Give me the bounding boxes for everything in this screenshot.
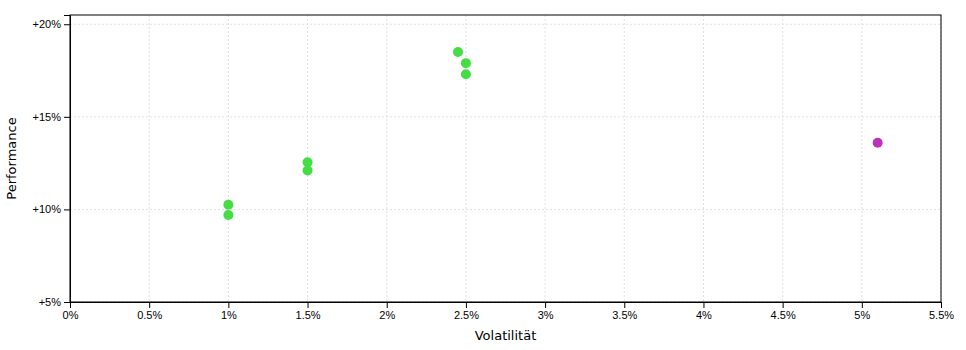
x-axis-tick-label: 4.5% [771, 309, 796, 321]
point [223, 200, 233, 210]
x-axis-tick-mark [703, 302, 704, 308]
x-axis-tick: 4.5% [771, 302, 796, 321]
y-axis-tick: +10% [33, 203, 70, 215]
x-axis-tick-label: 3% [538, 309, 554, 321]
y-axis-tick-mark [64, 209, 70, 210]
x-axis-tick: 0.5% [137, 302, 162, 321]
grid-line-x [386, 15, 387, 302]
x-axis-line [71, 303, 942, 309]
x-axis-tick: 3% [538, 302, 554, 321]
x-axis-tick: 1.5% [296, 302, 321, 321]
y-axis-tick-label: +5% [39, 296, 62, 308]
x-axis-tick-label: 2% [379, 309, 395, 321]
grid-line-x [624, 15, 625, 302]
series [873, 138, 883, 148]
y-axis-tick-label: +20% [33, 18, 62, 30]
point [223, 210, 233, 220]
x-axis-tick: 5.5% [929, 302, 954, 321]
plot-area: 0%0.5%1%1.5%2%2.5%3%3.5%4%4.5%5%5.5%+5%+… [33, 15, 955, 321]
x-axis-tick-mark [624, 302, 625, 308]
x-axis-tick-mark [387, 302, 388, 308]
x-axis-tick-label: 1.5% [296, 309, 321, 321]
point [461, 58, 471, 68]
y-axis-tick-mark [64, 302, 70, 303]
y-axis-title: Performance [4, 117, 19, 199]
y-axis-line [64, 16, 71, 303]
x-axis-tick: 5% [854, 302, 870, 321]
marks [223, 47, 882, 220]
x-axis-tick-label: 1% [221, 309, 237, 321]
x-axis-tick-label: 4% [696, 309, 712, 321]
x-axis: 0% 0.5% 1% 1.5% 2% 2.5% 3% 3.5% 4% 4.5% 5% 5.5% [63, 302, 955, 321]
y-axis: +5% +10% +15% +20% [33, 16, 71, 309]
grid-line-x [703, 15, 704, 302]
point [461, 69, 471, 79]
x-axis-tick-label: 5.5% [929, 309, 954, 321]
x-axis-tick-label: 2.5% [454, 309, 479, 321]
x-axis-title: Volatilität [475, 328, 537, 343]
x-axis-tick-mark [228, 302, 229, 308]
grid-line-y [70, 116, 941, 117]
grid-line-x [782, 15, 783, 302]
y-axis-tick: +20% [33, 18, 70, 30]
x-axis-tick-mark [308, 302, 309, 308]
series [223, 47, 471, 220]
y-axis-tick-label: +15% [33, 111, 62, 123]
x-axis-tick-label: 0% [63, 309, 79, 321]
point [873, 138, 883, 148]
y-axis-tick-mark [64, 24, 70, 25]
y-axis-tick: +15% [33, 111, 70, 123]
x-axis-tick-mark [862, 302, 863, 308]
plot-frame [70, 15, 941, 302]
x-axis-tick: 3.5% [612, 302, 637, 321]
x-axis-tick: 0% [63, 302, 79, 321]
x-axis-tick: 2.5% [454, 302, 479, 321]
y-axis-tick-mark [64, 117, 70, 118]
grid-line-x [545, 15, 546, 302]
y-axis-tick-label: +10% [33, 203, 62, 215]
x-axis-tick: 1% [221, 302, 237, 321]
grid-line-x [465, 15, 466, 302]
x-axis-tick: 2% [379, 302, 395, 321]
y-axis-tick: +5% [39, 296, 70, 308]
x-axis-tick-mark [545, 302, 546, 308]
grid-line-x [149, 15, 150, 302]
grid-line-x [228, 15, 229, 302]
chart: 0%0.5%1%1.5%2%2.5%3%3.5%4%4.5%5%5.5%+5%+… [0, 0, 966, 350]
x-axis-tick-mark [466, 302, 467, 308]
grid-line-y [70, 209, 941, 210]
x-axis-tick-label: 5% [854, 309, 870, 321]
x-axis-tick-mark [783, 302, 784, 308]
x-axis-tick: 4% [696, 302, 712, 321]
x-axis-tick-label: 0.5% [137, 309, 162, 321]
grid-line-x [861, 15, 862, 302]
point [303, 166, 313, 176]
x-axis-tick-mark [149, 302, 150, 308]
x-axis-tick-label: 3.5% [612, 309, 637, 321]
point [453, 47, 463, 57]
x-axis-tick-mark [941, 302, 942, 308]
grid-line-y [70, 24, 941, 25]
grid [70, 15, 941, 302]
